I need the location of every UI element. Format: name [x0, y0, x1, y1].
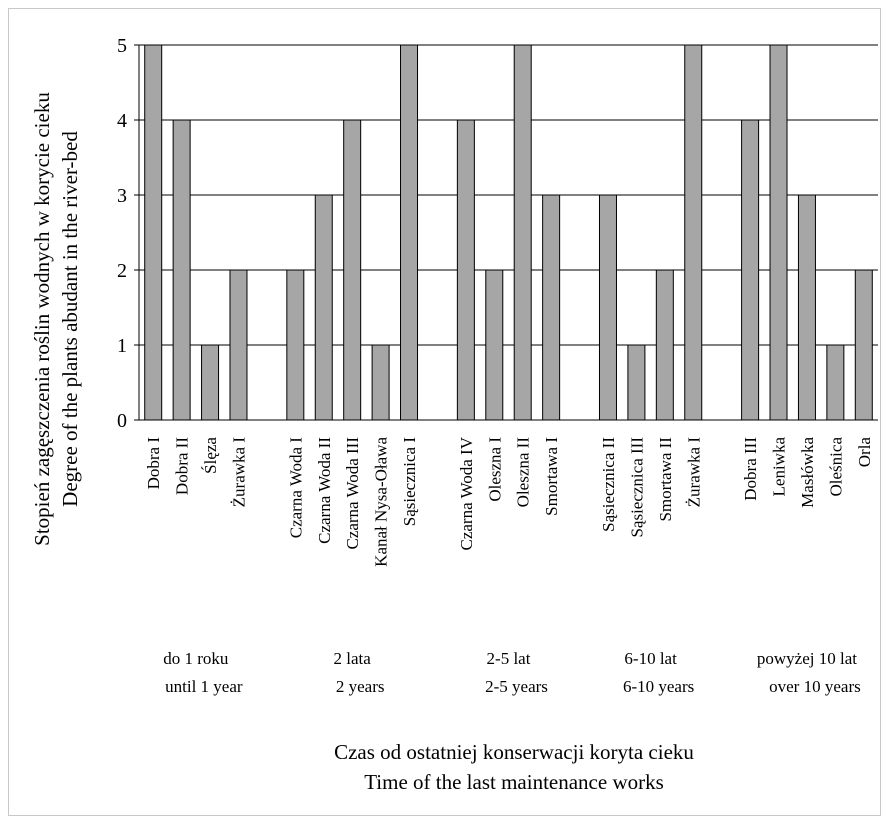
- bar: [598, 194, 617, 421]
- bar: [144, 44, 163, 421]
- group-label-pl: 2-5 lat: [487, 649, 531, 668]
- bar: [854, 269, 873, 421]
- bar: [513, 44, 532, 421]
- y-tick-label: 5: [117, 35, 127, 57]
- bar: [343, 119, 362, 421]
- group-label-en: 2-5 years: [485, 677, 548, 696]
- x-category-label: Dobra II: [173, 437, 192, 495]
- bar: [769, 44, 788, 421]
- x-category-label: Czarna Woda II: [315, 437, 334, 544]
- x-category-label: Sąsiecznica I: [400, 437, 419, 527]
- y-axis-title: Stopień zagęszczenia roślin wodnych w ko…: [30, 92, 54, 546]
- x-category-label: Smortawa I: [542, 437, 561, 516]
- bar: [201, 344, 220, 421]
- x-category-label: Orla: [855, 437, 874, 468]
- x-category-label: Żurawka I: [684, 437, 703, 508]
- group-label-en: over 10 years: [769, 677, 861, 696]
- x-category-label: Sąsiecznica II: [599, 437, 618, 532]
- x-category-label: Oleśnica: [826, 437, 845, 497]
- y-tick-label: 0: [117, 410, 127, 432]
- bar: [286, 269, 305, 421]
- bar: [542, 194, 561, 421]
- x-category-label: Sąsiecznica III: [627, 437, 646, 538]
- bar-chart: 0 1 2 3 4 5 Dobra I Dobra II Ślęza Żurawka I Czarn…: [30, 35, 878, 794]
- bar: [741, 119, 760, 421]
- x-category-label: Czarna Woda III: [343, 437, 362, 550]
- group-label-en: until 1 year: [165, 677, 243, 696]
- x-category-label: Masłówka: [798, 437, 817, 508]
- x-category-label: Dobra I: [144, 437, 163, 490]
- group-label-pl: powyżej 10 lat: [757, 649, 857, 668]
- x-category-label: Dobra III: [741, 437, 760, 501]
- bar: [485, 269, 504, 421]
- x-axis-title: Czas od ostatniej konserwacji koryta cie…: [334, 740, 694, 764]
- x-category-label: Leniwka: [770, 437, 789, 497]
- group-label-pl: do 1 roku: [163, 649, 229, 668]
- group-label-pl: 2 lata: [334, 649, 372, 668]
- y-tick-label: 3: [117, 185, 127, 207]
- bar: [400, 44, 419, 421]
- x-axis-title: Time of the last maintenance works: [364, 770, 664, 794]
- bar: [172, 119, 191, 421]
- bar: [627, 344, 646, 421]
- x-category-label: Oleszna II: [514, 437, 533, 508]
- bar: [229, 269, 248, 421]
- chart-frame: 0 1 2 3 4 5 Dobra I Dobra II Ślęza Żurawka I Czarn…: [8, 8, 881, 816]
- x-category-label: Smortawa II: [656, 437, 675, 522]
- y-tick-label: 2: [117, 260, 127, 282]
- y-axis-title: Degree of the plants abudant in the rive…: [58, 131, 82, 507]
- y-tick-label: 1: [117, 335, 127, 357]
- group-label-pl: 6-10 lat: [624, 649, 677, 668]
- bar: [797, 194, 816, 421]
- bar: [314, 194, 333, 421]
- x-category-label: Kanał Nysa-Oława: [372, 437, 391, 567]
- x-category-label: Czarna Woda IV: [457, 436, 476, 550]
- x-category-label: Czarna Woda I: [286, 437, 305, 539]
- bar: [826, 344, 845, 421]
- y-tick-label: 4: [117, 110, 127, 132]
- group-label-en: 6-10 years: [623, 677, 694, 696]
- bar: [371, 344, 390, 421]
- x-category-label: Żurawka I: [229, 437, 248, 508]
- x-category-label: Ślęza: [201, 437, 220, 474]
- bar: [456, 119, 475, 421]
- bar: [684, 44, 703, 421]
- bar: [655, 269, 674, 421]
- group-label-en: 2 years: [336, 677, 385, 696]
- x-category-label: Oleszna I: [485, 437, 504, 502]
